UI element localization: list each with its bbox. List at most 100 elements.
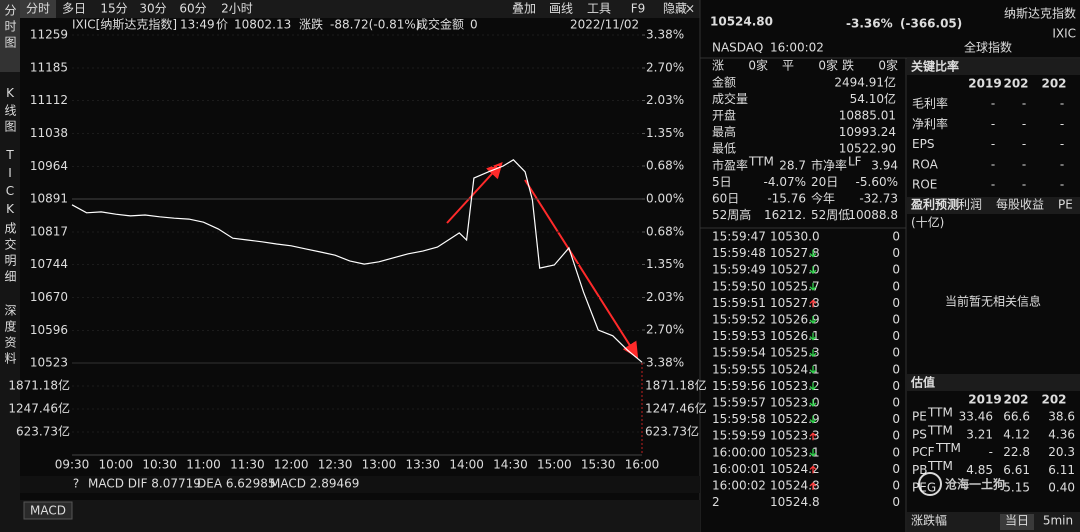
quote-price: 10524.80 (710, 15, 773, 29)
period-tab[interactable]: 15分 (100, 2, 127, 16)
pair-label: 52周低 (811, 208, 850, 222)
valuation-value: 22.8 (1003, 445, 1030, 459)
breadth-label: 平 (782, 59, 794, 73)
tick-arrow (809, 448, 817, 457)
macd-bar (20, 476, 700, 493)
close-icon[interactable]: × (685, 2, 695, 16)
ratio-label: ROE (912, 178, 937, 192)
tick-arrow (809, 299, 817, 308)
tick-volume: 0 (892, 313, 900, 327)
tick-arrow (809, 399, 817, 407)
tick-arrow (809, 282, 817, 291)
tick-price: 10523.1 (770, 445, 820, 459)
tick-price: 10524.8 (770, 495, 820, 509)
tool-button[interactable]: 工具 (587, 2, 611, 16)
sidebar-tab[interactable]: 分时图 (3, 4, 17, 52)
stat-label: 金额 (712, 75, 736, 90)
forecast-tab[interactable]: PE (1058, 198, 1073, 212)
chart-info-change: -88.72(-0.81%) (330, 18, 421, 32)
valuation-value: 66.6 (1003, 410, 1030, 424)
pair-label: 5日 (712, 175, 732, 189)
watermark: 沧海一土狗 (945, 477, 1005, 492)
ratio-value: - (991, 157, 995, 171)
pair-value: 3.94 (871, 159, 898, 173)
tick-price: 10523.3 (770, 429, 820, 443)
sidebar-tab[interactable]: K线图 (3, 86, 17, 136)
pair-label-sup: LF (848, 155, 862, 169)
stat-label: 开盘 (712, 108, 736, 123)
valuation-value: 4.36 (1048, 427, 1075, 441)
tick-time: 15:59:55 (712, 362, 766, 376)
sidebar-tab[interactable]: 成交明细 (3, 222, 17, 286)
tick-volume: 0 (892, 379, 900, 393)
sidebar-tab[interactable]: 深度资料 (3, 304, 17, 368)
tool-button[interactable]: 画线 (549, 2, 573, 16)
x-tick-label: 13:00 (362, 458, 397, 472)
tick-volume: 0 (892, 396, 900, 410)
period-tab[interactable]: 60分 (179, 2, 206, 16)
macd-tab[interactable] (23, 501, 73, 520)
ratio-value: - (991, 97, 995, 111)
tick-price: 10527.0 (770, 263, 820, 277)
y-tick-label: 11259 (30, 28, 68, 42)
tool-button[interactable]: F9 (631, 2, 646, 16)
footer-tab[interactable]: 5min (1043, 514, 1073, 528)
valuation-label-sup: TTM (927, 423, 953, 437)
breadth-label: 跌 (842, 58, 854, 73)
ratio-value: - (1060, 137, 1064, 151)
ratio-value: - (1060, 157, 1064, 171)
period-tab[interactable]: 多日 (62, 2, 86, 16)
tick-arrow (809, 349, 817, 358)
pair-value: 28.7 (779, 159, 806, 173)
y2-tick-label: 2.03% (646, 290, 684, 304)
ratio-value: - (1022, 117, 1026, 131)
tick-arrow (809, 266, 817, 275)
tick-price: 10524.8 (770, 479, 820, 493)
valuation-label: PS (912, 427, 927, 441)
year-header: 202 (1041, 77, 1066, 91)
year-header: 2019 (968, 77, 1001, 91)
valuation-label-sup: TTM (927, 459, 953, 473)
year-header: 202 (1003, 393, 1028, 407)
stat-value: 2494.91亿 (834, 75, 896, 90)
pair-label: 52周高 (712, 207, 751, 222)
volume-tick-label: 623.73亿 (645, 423, 699, 438)
x-tick-label: 10:30 (142, 458, 177, 472)
tick-arrow (809, 415, 817, 424)
volume-tick-label: 623.73亿 (16, 423, 70, 438)
macd-help[interactable]: ? (73, 477, 79, 491)
y-tick-label: 10523 (30, 356, 68, 370)
forecast-tab[interactable]: 盈利预测 (910, 197, 959, 212)
section-bar (907, 374, 1080, 391)
tick-volume: 0 (892, 479, 900, 493)
y2-tick-label: 3.38% (646, 356, 684, 370)
tool-button[interactable]: 隐藏 (663, 2, 687, 16)
forecast-tab[interactable]: 利润 (958, 198, 982, 212)
x-tick-label: 13:30 (405, 458, 440, 472)
forecast-tab[interactable]: 每股收益 (996, 197, 1044, 212)
valuation-value: 4.85 (966, 463, 993, 477)
tool-button[interactable]: 叠加 (512, 2, 536, 16)
x-tick-label: 10:00 (99, 458, 134, 472)
period-tab[interactable]: 30分 (139, 2, 166, 16)
macd-dif: MACD DIF 8.07719 (88, 477, 201, 491)
stat-value: 10522.90 (839, 142, 896, 156)
macd-tab-label[interactable]: MACD (30, 504, 66, 518)
volume-tick-label: 1871.18亿 (8, 378, 70, 393)
footer-tab[interactable]: 当日 (1005, 514, 1029, 528)
quote-group[interactable]: 全球指数 (964, 40, 1012, 55)
year-header: 202 (1041, 393, 1066, 407)
ratio-label: 净利率 (912, 116, 948, 131)
forecast-empty: 当前暂无相关信息 (945, 294, 1041, 309)
period-tab[interactable]: 分时 (26, 2, 50, 16)
y2-tick-label: 2.03% (646, 93, 684, 107)
quote-change-pct: -3.36% (846, 17, 893, 31)
tick-arrow (809, 482, 817, 490)
period-tab[interactable]: 2小时 (221, 2, 253, 16)
ratio-value: - (991, 117, 995, 131)
tick-time: 15:59:58 (712, 412, 766, 426)
tick-volume: 0 (892, 445, 900, 459)
breadth-value: 0家 (878, 58, 898, 73)
sidebar-tab[interactable]: TICK (3, 148, 17, 220)
